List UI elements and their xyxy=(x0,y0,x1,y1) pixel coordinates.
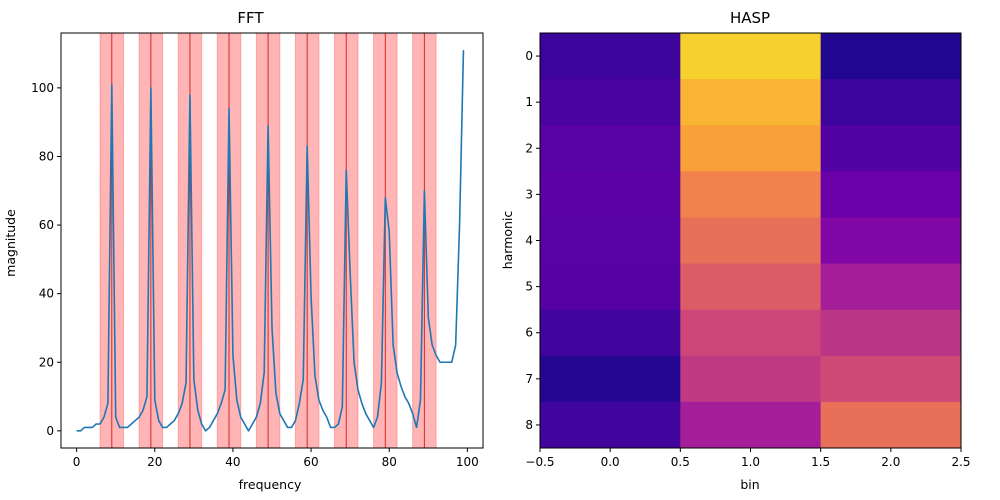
heatmap-cell xyxy=(820,171,962,218)
y-tick-label: 8 xyxy=(525,418,533,432)
x-tick-label: 1.5 xyxy=(811,455,830,469)
hasp-y-axis-ticks: 0 1 2 3 4 5 6 7 8 xyxy=(525,49,540,432)
fft-series-line xyxy=(76,50,465,432)
fft-x-axis-ticks: 0 20 40 60 80 100 xyxy=(73,448,479,469)
heatmap-cell xyxy=(540,33,681,80)
x-tick-label: 2.0 xyxy=(881,455,900,469)
x-tick-label: 0.0 xyxy=(601,455,620,469)
hasp-title: HASP xyxy=(730,9,770,27)
heatmap-cell xyxy=(680,401,822,449)
heatmap-cell xyxy=(540,125,681,172)
heatmap-cell xyxy=(680,217,822,264)
y-tick-label: 40 xyxy=(39,287,54,301)
y-tick-label: 5 xyxy=(525,280,533,294)
heatmap-cell xyxy=(680,309,822,357)
heatmap-cell xyxy=(820,125,962,172)
y-tick-label: 4 xyxy=(525,234,533,248)
fft-y-label: magnitude xyxy=(3,209,18,277)
heatmap-cell xyxy=(540,355,681,403)
hasp-heatmap-cells xyxy=(540,33,962,449)
heatmap-cell xyxy=(540,217,681,264)
heatmap-cell xyxy=(820,401,962,449)
heatmap-cell xyxy=(680,79,822,126)
heatmap-cell xyxy=(680,171,822,218)
x-tick-label: 0.5 xyxy=(671,455,690,469)
hasp-x-axis-ticks: −0.5 0.0 0.5 1.0 1.5 2.0 2.5 xyxy=(525,448,971,469)
y-tick-label: 80 xyxy=(39,149,54,163)
y-tick-label: 0 xyxy=(525,49,533,63)
x-tick-label: 100 xyxy=(456,455,479,469)
heatmap-cell xyxy=(680,33,822,80)
heatmap-cell xyxy=(820,217,962,264)
y-tick-label: 6 xyxy=(525,326,533,340)
heatmap-cell xyxy=(820,33,962,80)
heatmap-cell xyxy=(680,125,822,172)
x-tick-label: 20 xyxy=(147,455,162,469)
heatmap-cell xyxy=(820,355,962,403)
y-tick-label: 2 xyxy=(525,141,533,155)
heatmap-cell xyxy=(540,309,681,357)
heatmap-cell xyxy=(540,401,681,449)
y-tick-label: 100 xyxy=(31,81,54,95)
y-tick-label: 60 xyxy=(39,218,54,232)
hasp-x-label: bin xyxy=(740,477,759,492)
heatmap-cell xyxy=(680,355,822,403)
fft-title: FFT xyxy=(237,9,264,27)
fft-y-axis-ticks: 0 20 40 60 80 100 xyxy=(31,81,61,438)
heatmap-cell xyxy=(820,263,962,311)
y-tick-label: 0 xyxy=(46,424,54,438)
heatmap-cell xyxy=(680,263,822,311)
heatmap-cell xyxy=(820,309,962,357)
x-tick-label: 80 xyxy=(382,455,397,469)
y-tick-label: 3 xyxy=(525,187,533,201)
x-tick-label: 1.0 xyxy=(741,455,760,469)
x-tick-label: −0.5 xyxy=(525,455,554,469)
hasp-panel: −0.5 0.0 0.5 1.0 1.5 2.0 2.5 0 1 2 3 4 5 6 7 8 HASP bi… xyxy=(500,9,971,492)
y-tick-label: 7 xyxy=(525,372,533,386)
fft-plot-frame xyxy=(60,32,484,449)
heatmap-cell xyxy=(820,79,962,126)
y-tick-label: 1 xyxy=(525,95,533,109)
heatmap-cell xyxy=(540,171,681,218)
y-tick-label: 20 xyxy=(39,355,54,369)
x-tick-label: 60 xyxy=(303,455,318,469)
heatmap-cell xyxy=(540,79,681,126)
heatmap-cell xyxy=(540,263,681,311)
x-tick-label: 2.5 xyxy=(951,455,970,469)
x-tick-label: 40 xyxy=(225,455,240,469)
fft-x-label: frequency xyxy=(239,477,302,492)
x-tick-label: 0 xyxy=(73,455,81,469)
hasp-y-label: harmonic xyxy=(500,211,515,270)
